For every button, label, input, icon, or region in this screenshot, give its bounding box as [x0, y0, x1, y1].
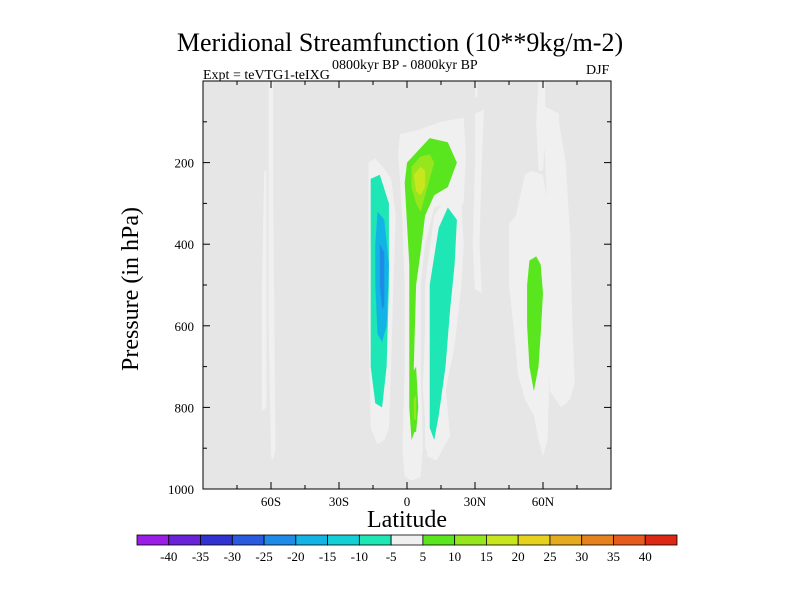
- colorbar-label: 30: [575, 549, 588, 564]
- y-tick-label: 200: [175, 156, 195, 171]
- contour-region-0: [261, 170, 267, 412]
- colorbar-swatch: [454, 534, 487, 546]
- y-tick-label: 400: [175, 237, 195, 252]
- y-axis-title: Pressure (in hPa): [118, 207, 144, 371]
- colorbar-label: -10: [351, 549, 368, 564]
- colorbar-swatch: [200, 534, 233, 546]
- colorbar-swatch: [390, 534, 424, 546]
- contour-region-18: [536, 81, 546, 171]
- contour-region-11: [404, 138, 457, 440]
- colorbar-label: 5: [420, 549, 427, 564]
- colorbar-swatch: [581, 534, 614, 546]
- colorbar-label: 15: [480, 549, 493, 564]
- colorbar-label: 35: [607, 549, 620, 564]
- x-tick-label: 60S: [261, 494, 281, 509]
- colorbar-label: 20: [512, 549, 525, 564]
- y-tick-label: 1000: [168, 482, 194, 497]
- contour-layer: [261, 81, 575, 481]
- x-tick-label: 0: [404, 494, 411, 509]
- contour-region-20: [527, 256, 543, 392]
- chart-title: Meridional Streamfunction (10**9kg/m-2): [176, 28, 624, 57]
- y-axis: 200 400 600 800 1000: [168, 121, 611, 497]
- contour-region-15: [413, 395, 417, 420]
- y-tick-label: 800: [175, 400, 195, 415]
- colorbar-swatch: [486, 534, 519, 546]
- contour-region-1: [268, 81, 276, 461]
- season-label: DJF: [586, 63, 610, 78]
- colorbar-label: 10: [448, 549, 461, 564]
- x-tick-label: 60N: [532, 494, 555, 509]
- x-tick-label: 30S: [329, 494, 349, 509]
- colorbar-label: -25: [255, 549, 272, 564]
- experiment-label: Expt = teVTG1-teIXG: [203, 68, 330, 83]
- colorbar-label: 40: [639, 549, 652, 564]
- contour-region-5: [379, 244, 385, 310]
- contour-region-16: [472, 109, 485, 294]
- colorbar-label: -30: [224, 549, 241, 564]
- colorbar-label: -40: [160, 549, 177, 564]
- x-axis-title: Latitude: [367, 507, 447, 533]
- contour-region-8: [429, 207, 457, 440]
- colorbar-label: -35: [192, 549, 209, 564]
- period-label: 0800kyr BP - 0800kyr BP: [332, 58, 478, 73]
- colorbar-label: -15: [319, 549, 336, 564]
- colorbar-label: -5: [386, 549, 397, 564]
- colorbar-swatch: [263, 534, 297, 546]
- colorbar-swatch: [613, 534, 646, 546]
- colorbar-swatch: [231, 534, 265, 546]
- colorbar-label: 25: [543, 549, 556, 564]
- contour-region-13: [413, 166, 426, 196]
- contour-region-19: [543, 105, 575, 408]
- y-tick-label: 600: [175, 319, 195, 334]
- colorbar-swatch: [295, 534, 328, 546]
- colorbar-swatch: [168, 534, 201, 546]
- contour-region-9: [475, 81, 478, 98]
- colorbar-label: -20: [287, 549, 304, 564]
- colorbar-swatch: [327, 534, 360, 546]
- colorbar: -40 -35 -30 -25 -20 -15 -10 -5 5 10 15 20 25 30 35 40: [136, 534, 678, 564]
- colorbar-swatch: [549, 534, 583, 546]
- x-tick-label: 30N: [464, 494, 487, 509]
- colorbar-swatch: [136, 534, 170, 546]
- colorbar-swatch: [517, 534, 551, 546]
- colorbar-swatch: [358, 534, 392, 546]
- colorbar-swatch: [422, 534, 456, 546]
- colorbar-swatch: [644, 534, 678, 546]
- x-axis: 60S 30S 0 30N 60N: [202, 81, 612, 509]
